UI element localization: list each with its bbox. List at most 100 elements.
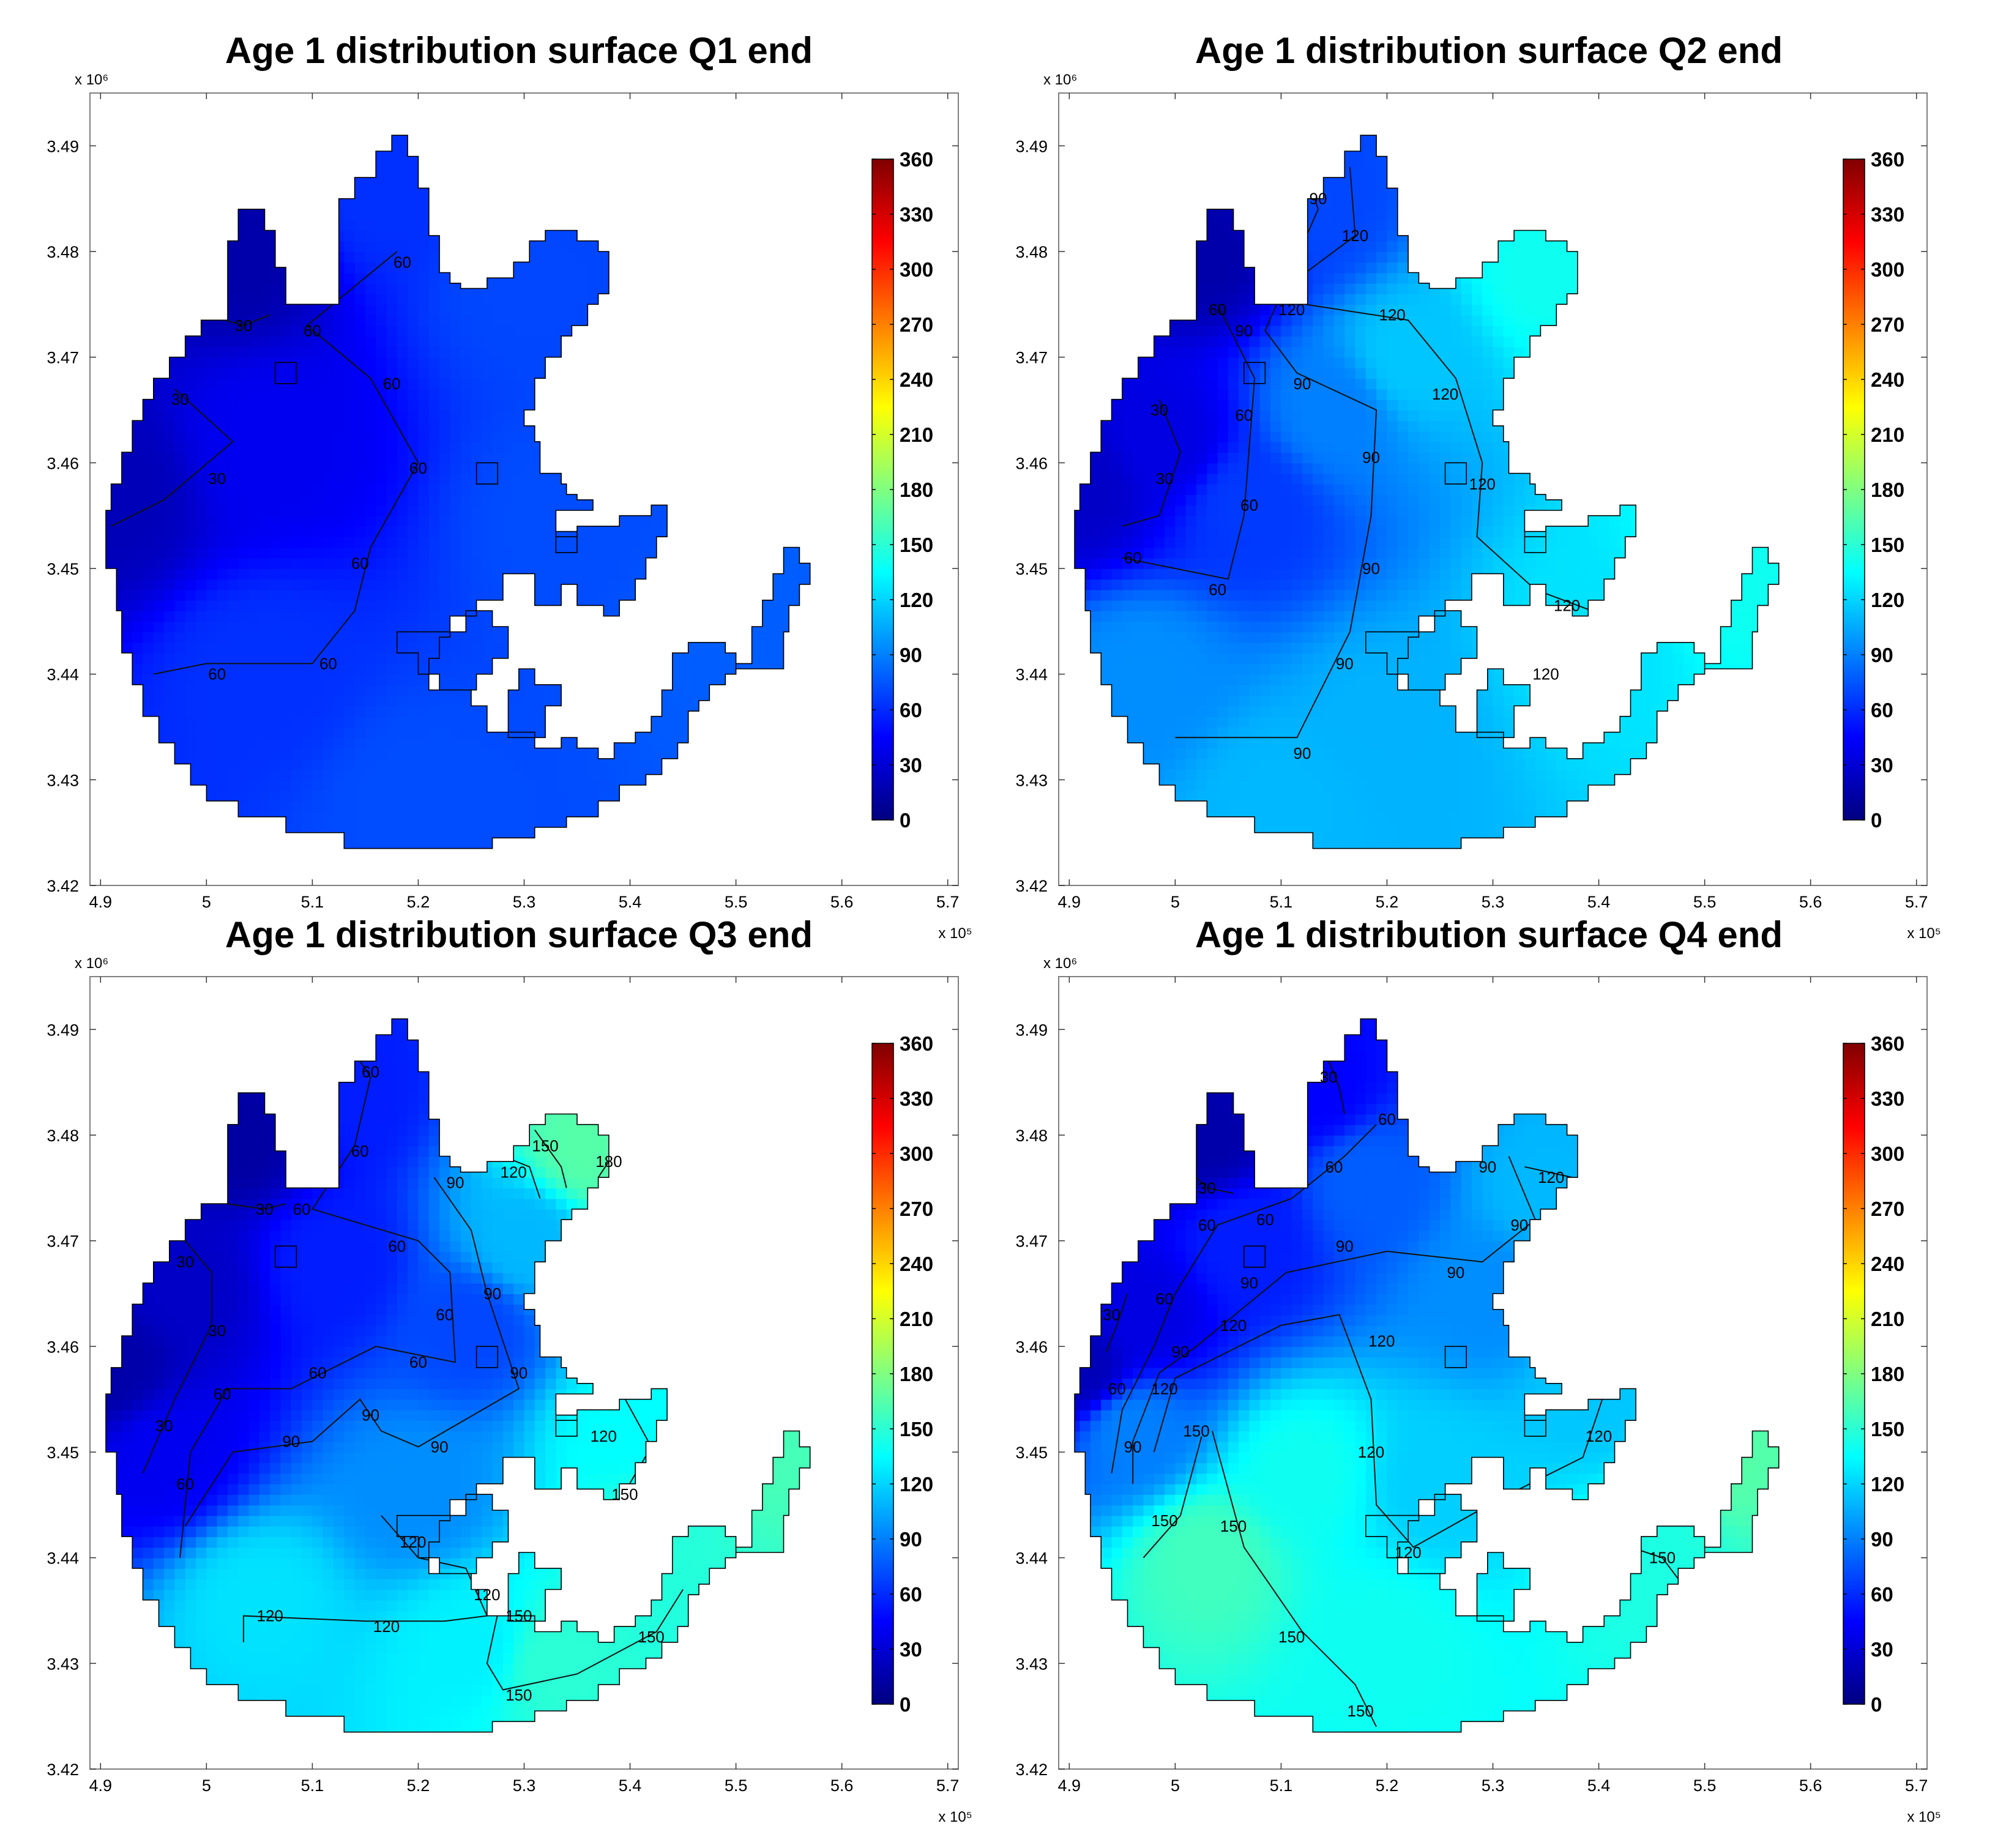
colorbar-tick-label: 60 bbox=[1871, 1583, 1893, 1606]
colorbar-tick-label: 180 bbox=[900, 479, 933, 501]
contour-line-60 bbox=[153, 251, 419, 675]
contour-label: 30 bbox=[1150, 401, 1168, 419]
colorbar-tick-label: 0 bbox=[900, 1693, 911, 1716]
contour-line-120 bbox=[242, 1515, 488, 1642]
chart-title: Age 1 distribution surface Q2 end bbox=[1195, 30, 1783, 71]
contour-label: 60 bbox=[214, 1385, 231, 1403]
colorbar-tick-label: 180 bbox=[1871, 1363, 1904, 1385]
contour-label: 60 bbox=[319, 654, 337, 673]
y-tick-label: 3.49 bbox=[47, 1021, 79, 1039]
contour-label: 30 bbox=[1320, 1068, 1338, 1086]
x-multiplier: x 10⁵ bbox=[1907, 925, 1941, 942]
colorbar-tick-label: 0 bbox=[1871, 1693, 1882, 1716]
colorbar-tick-label: 360 bbox=[900, 1032, 933, 1055]
x-tick-label: 5.4 bbox=[1587, 1776, 1611, 1795]
colorbar-tick-label: 180 bbox=[1871, 479, 1904, 501]
y-tick-label: 3.44 bbox=[47, 666, 79, 684]
x-tick-label: 5.1 bbox=[301, 893, 324, 911]
x-tick-label: 5.3 bbox=[1482, 1776, 1505, 1795]
x-tick-label: 5.5 bbox=[725, 1776, 748, 1795]
contour-label: 60 bbox=[1378, 1110, 1396, 1128]
lake-outline bbox=[1074, 1018, 1780, 1733]
contour-label: 60 bbox=[309, 1364, 327, 1382]
colorbar-tick-label: 150 bbox=[900, 1418, 933, 1440]
contour-label: 90 bbox=[1362, 449, 1380, 467]
colorbar-tick-label: 0 bbox=[1871, 809, 1882, 832]
colorbar-tick-label: 60 bbox=[900, 1583, 922, 1606]
contour-label: 90 bbox=[1310, 190, 1327, 208]
colorbar-tick-label: 270 bbox=[1871, 1198, 1904, 1220]
contour-label: 120 bbox=[474, 1585, 500, 1604]
x-tick-label: 5.4 bbox=[619, 1776, 642, 1795]
contour-label: 60 bbox=[1124, 549, 1142, 567]
contour-label: 150 bbox=[1278, 1628, 1305, 1646]
contour-label: 150 bbox=[505, 1607, 532, 1625]
colorbar-tick-label: 120 bbox=[1871, 589, 1904, 611]
contour-label: 120 bbox=[1538, 1168, 1564, 1187]
x-tick-label: 5.3 bbox=[1482, 893, 1505, 911]
y-tick-label: 3.42 bbox=[1015, 877, 1048, 895]
contour-label: 60 bbox=[208, 665, 226, 684]
contour-label: 60 bbox=[1156, 1290, 1174, 1308]
contour-line-30 bbox=[1105, 1293, 1128, 1352]
colorbar-tick-label: 90 bbox=[1871, 1528, 1893, 1551]
colorbar-tick-label: 240 bbox=[900, 1253, 933, 1275]
colorbar-tick-label: 240 bbox=[900, 368, 933, 391]
y-tick-label: 3.48 bbox=[1015, 1127, 1048, 1145]
contour-label: 120 bbox=[1379, 306, 1405, 324]
y-tick-label: 3.42 bbox=[47, 1760, 79, 1779]
x-tick-label: 5.1 bbox=[1270, 893, 1293, 911]
chart-title: Age 1 distribution surface Q1 end bbox=[225, 30, 813, 71]
x-tick-label: 4.9 bbox=[1058, 893, 1081, 911]
y-tick-label: 3.47 bbox=[1015, 349, 1048, 367]
contour-label: 60 bbox=[293, 1200, 311, 1218]
contour-line-150 bbox=[534, 1129, 567, 1188]
colorbar-tick-label: 120 bbox=[900, 589, 933, 611]
contour-label: 90 bbox=[431, 1437, 449, 1456]
contour-label: 30 bbox=[1103, 1306, 1121, 1324]
contour-label: 90 bbox=[1336, 654, 1354, 673]
contour-label: 120 bbox=[1395, 1543, 1421, 1562]
contour-line-90 bbox=[184, 1177, 520, 1527]
x-tick-label: 5.6 bbox=[1799, 893, 1822, 911]
x-tick-label: 5 bbox=[1171, 1776, 1180, 1795]
contour-label: 30 bbox=[176, 1253, 194, 1271]
colorbar-tick-label: 60 bbox=[900, 699, 922, 721]
contour-label: 120 bbox=[1368, 1332, 1395, 1351]
x-tick-label: 5.2 bbox=[1376, 1776, 1399, 1795]
colorbar-tick-label: 360 bbox=[900, 148, 933, 171]
contour-label: 60 bbox=[1198, 1216, 1216, 1234]
x-tick-label: 5.7 bbox=[1905, 893, 1928, 911]
contour-label: 90 bbox=[1479, 1158, 1496, 1176]
contour-label: 60 bbox=[409, 1353, 427, 1371]
contour-line-60 bbox=[1111, 1123, 1377, 1474]
contour-label: 60 bbox=[383, 374, 401, 393]
colorbar-tick-label: 360 bbox=[1871, 1032, 1904, 1055]
y-tick-label: 3.43 bbox=[1015, 1655, 1048, 1673]
x-tick-label: 5.4 bbox=[1587, 893, 1611, 911]
x-tick-label: 5.7 bbox=[936, 1776, 960, 1795]
contour-label: 150 bbox=[1348, 1702, 1374, 1720]
y-tick-label: 3.47 bbox=[47, 349, 79, 367]
contour-label: 60 bbox=[1240, 496, 1258, 514]
contour-label: 60 bbox=[1209, 300, 1226, 319]
x-tick-label: 4.9 bbox=[89, 893, 113, 911]
y-tick-label: 3.45 bbox=[47, 560, 79, 578]
contour-label: 60 bbox=[1256, 1210, 1274, 1229]
contour-label: 150 bbox=[532, 1136, 558, 1155]
colorbar-tick-label: 300 bbox=[900, 258, 933, 281]
colorbar-tick-label: 30 bbox=[1871, 754, 1893, 777]
y-tick-label: 3.43 bbox=[47, 771, 79, 789]
contour-label: 60 bbox=[362, 1062, 379, 1081]
contour-label: 90 bbox=[1294, 744, 1311, 762]
contour-label: 30 bbox=[171, 390, 189, 409]
contour-line-150 bbox=[1143, 1436, 1203, 1559]
chart-title: Age 1 distribution surface Q3 end bbox=[225, 914, 813, 955]
colorbar-tick-label: 210 bbox=[900, 423, 933, 446]
contour-line-60 bbox=[1122, 304, 1256, 580]
contour-label: 30 bbox=[208, 1321, 226, 1339]
contour-line-30 bbox=[1328, 1060, 1346, 1114]
y-tick-label: 3.47 bbox=[1015, 1232, 1048, 1251]
y-multiplier: x 10⁶ bbox=[1043, 955, 1077, 972]
lake-outline bbox=[105, 135, 811, 849]
